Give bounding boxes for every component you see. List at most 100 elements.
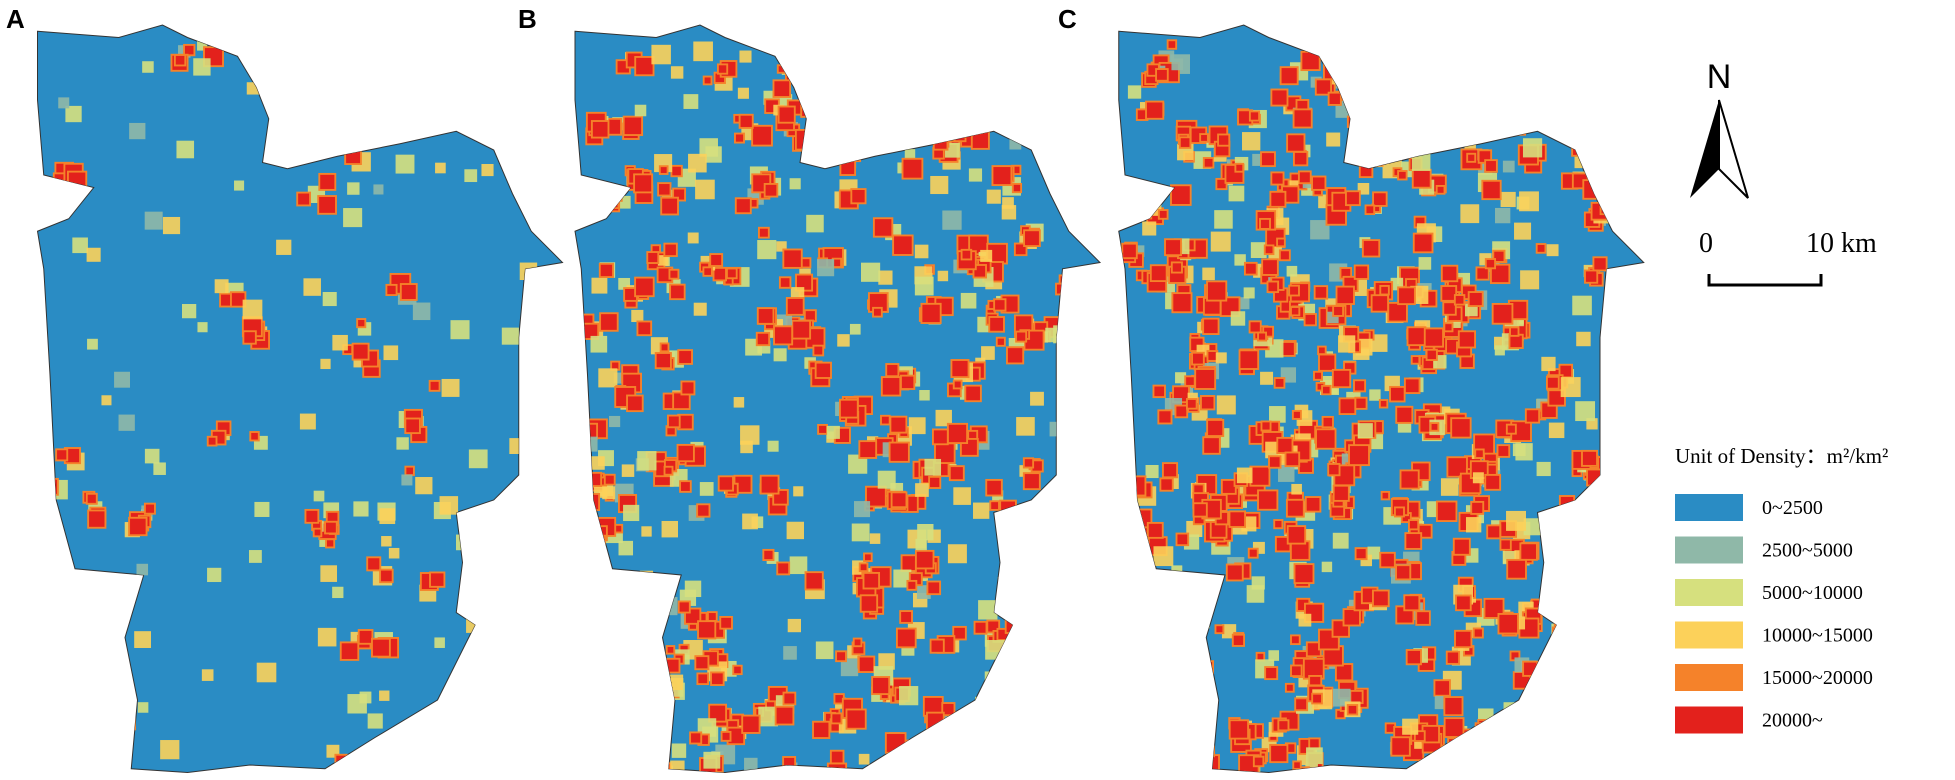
density-patch <box>521 511 537 526</box>
density-patch <box>1536 461 1551 477</box>
density-hotspot <box>1610 153 1622 164</box>
density-patch <box>1455 50 1466 61</box>
density-patch <box>332 334 348 351</box>
density-patch <box>343 208 363 228</box>
density-patch <box>1595 624 1613 642</box>
density-hotspot <box>1411 168 1432 189</box>
density-hotspot <box>622 115 644 136</box>
density-hotspot <box>1408 519 1420 531</box>
density-patch <box>1560 377 1581 398</box>
density-hotspot <box>1604 196 1615 207</box>
density-hotspot <box>839 159 857 176</box>
density-hotspot <box>751 124 773 147</box>
density-patch <box>1588 66 1601 79</box>
density-hotspot <box>428 379 441 392</box>
density-hotspot <box>586 471 603 487</box>
density-hotspot <box>638 676 655 693</box>
density-hotspot <box>1286 525 1307 545</box>
density-hotspot <box>66 170 88 191</box>
density-hotspot <box>1192 757 1213 773</box>
density-patch <box>1291 483 1302 495</box>
density-patch <box>817 259 835 277</box>
density-patch <box>401 474 413 486</box>
density-hotspot <box>857 655 876 673</box>
density-patch <box>878 653 895 670</box>
density-hotspot <box>646 251 660 264</box>
density-patch <box>1584 574 1596 586</box>
density-hotspot <box>994 49 1009 64</box>
density-hotspot <box>1359 147 1379 167</box>
density-patch <box>966 721 979 733</box>
density-hotspot <box>1586 568 1608 590</box>
density-hotspot <box>366 61 385 80</box>
density-patch <box>1369 145 1389 165</box>
density-patch <box>937 270 949 282</box>
density-patch <box>508 525 524 541</box>
density-hotspot <box>917 50 930 63</box>
density-hotspot <box>1170 261 1183 274</box>
density-hotspot <box>981 109 1002 130</box>
density-hotspot <box>974 63 986 75</box>
density-hotspot <box>1372 589 1390 608</box>
density-hotspot <box>598 262 614 279</box>
density-hotspot <box>1558 594 1579 615</box>
density-patch <box>1609 193 1628 212</box>
density-hotspot <box>1404 532 1423 550</box>
density-patch <box>214 279 229 294</box>
density-hotspot <box>1295 775 1310 780</box>
density-hotspot <box>312 527 323 538</box>
density-hotspot <box>1055 557 1074 576</box>
density-hotspot <box>1248 110 1261 122</box>
density-hotspot <box>1453 61 1466 74</box>
density-hotspot <box>1263 244 1275 256</box>
density-patch <box>641 526 652 537</box>
density-hotspot <box>663 242 678 258</box>
density-hotspot <box>960 248 973 261</box>
density-hotspot <box>1538 709 1554 725</box>
density-hotspot <box>1443 717 1465 738</box>
density-patch <box>377 125 394 142</box>
density-hotspot <box>1327 463 1341 477</box>
density-hotspot <box>1388 84 1400 96</box>
density-patch <box>1546 244 1559 257</box>
density-hotspot <box>1355 50 1369 64</box>
density-patch <box>464 169 478 183</box>
density-hotspot <box>834 148 848 161</box>
density-patch <box>1357 182 1370 195</box>
density-hotspot <box>830 767 843 773</box>
density-patch <box>1418 257 1432 270</box>
density-patch <box>118 714 134 730</box>
density-patch <box>621 464 635 477</box>
legend-swatch <box>1675 664 1743 691</box>
density-hotspot <box>659 342 670 353</box>
density-patch <box>687 232 699 244</box>
density-patch <box>683 94 699 109</box>
density-hotspot <box>1147 595 1164 612</box>
density-patch <box>661 520 679 538</box>
density-hotspot <box>1616 158 1639 181</box>
density-patch <box>162 216 181 235</box>
density-hotspot <box>1401 81 1422 102</box>
density-hotspot <box>1005 697 1027 720</box>
density-hotspot <box>1049 642 1064 657</box>
density-hotspot <box>1435 500 1458 522</box>
density-patch <box>379 508 396 525</box>
density-hotspot <box>1518 58 1532 73</box>
density-hotspot <box>1412 232 1434 254</box>
density-patch <box>457 64 476 83</box>
density-hotspot <box>1171 292 1193 314</box>
density-hotspot <box>778 276 792 289</box>
density-patch <box>1397 90 1415 109</box>
density-hotspot <box>611 678 632 698</box>
density-patch <box>1268 650 1280 661</box>
density-patch <box>1059 282 1072 295</box>
density-hotspot <box>1314 78 1333 96</box>
density-patch <box>1519 191 1539 212</box>
density-hotspot <box>1553 88 1570 106</box>
density-patch <box>1571 575 1585 588</box>
density-patch <box>1157 593 1175 611</box>
density-patch <box>1369 389 1381 401</box>
density-patch <box>1278 465 1295 482</box>
density-hotspot <box>1345 190 1361 207</box>
density-hotspot <box>1538 57 1549 68</box>
